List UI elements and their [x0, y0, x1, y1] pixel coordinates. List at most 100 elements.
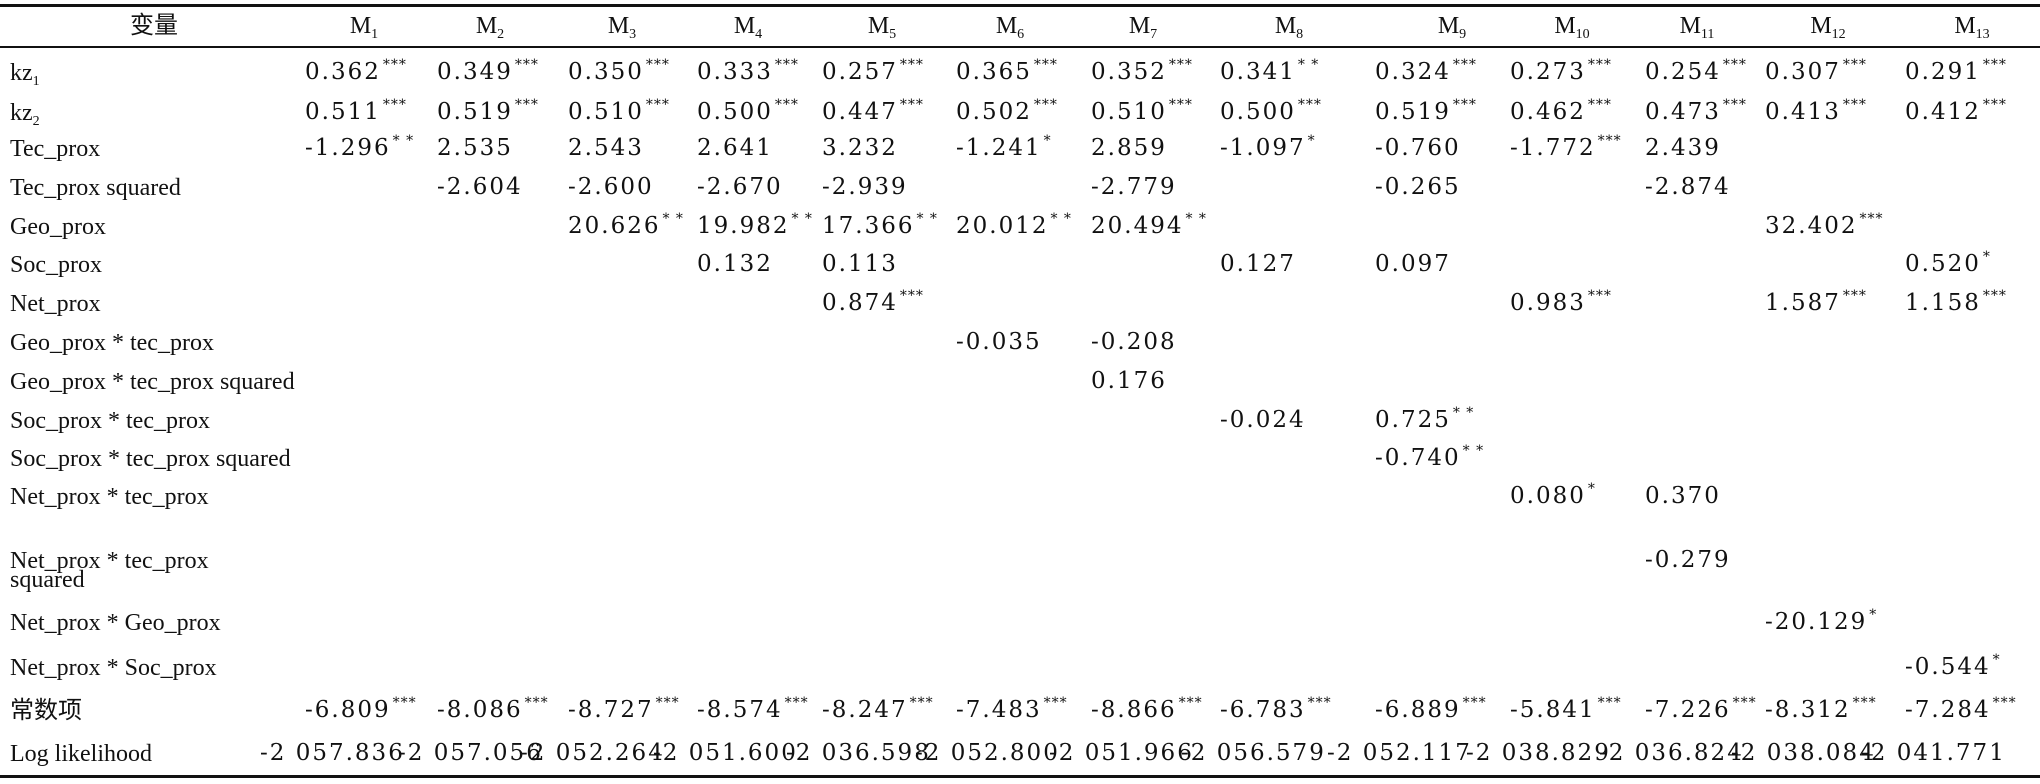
- coef-value: -2.939: [822, 174, 908, 200]
- coef-value: -2 038.829: [1466, 740, 1611, 766]
- significance-stars: ***: [1982, 288, 2007, 304]
- coef-value: -2 057.836: [260, 740, 405, 766]
- coef-value: -8.247: [822, 697, 908, 723]
- significance-stars: * *: [392, 133, 415, 149]
- significance-stars: * *: [916, 211, 938, 227]
- coef-cell: -0.760: [1375, 137, 1461, 160]
- coef-cell: -2.670: [697, 176, 783, 199]
- significance-stars: ***: [1297, 97, 1322, 113]
- model-base: M: [475, 13, 498, 39]
- coef-cell: -0.208: [1091, 331, 1177, 354]
- coef-cell: -8.312 ***: [1765, 696, 1877, 723]
- model-base: M: [1954, 13, 1976, 39]
- significance-stars: ***: [1168, 57, 1193, 73]
- coef-cell: -8.086 ***: [437, 696, 549, 723]
- coef-cell: -8.727 ***: [568, 696, 680, 722]
- model-subscript: 5: [889, 27, 897, 42]
- model-subscript: 6: [1017, 27, 1025, 42]
- model-header: M8: [1275, 14, 1303, 42]
- significance-stars: ***: [382, 57, 407, 73]
- model-subscript: 10: [1575, 27, 1590, 42]
- model-header: M5: [868, 14, 896, 42]
- coef-cell: -6.889 ***: [1375, 696, 1487, 722]
- row-label: Net_prox * Geo_prox: [10, 611, 221, 635]
- coef-value: -8.312: [1765, 697, 1851, 723]
- row-label: Net_prox * Soc_prox: [10, 656, 217, 680]
- significance-stars: ***: [1852, 695, 1877, 711]
- coef-value: -2 057.056: [398, 740, 543, 766]
- row-label: Log likelihood: [10, 742, 152, 766]
- model-subscript: 2: [497, 27, 505, 42]
- bottom-rule: [0, 775, 2040, 778]
- model-subscript: 12: [1831, 27, 1846, 42]
- coef-value: 0.273: [1510, 59, 1586, 85]
- row-label: Net_prox: [10, 292, 101, 316]
- coef-value: -2 051.600: [653, 740, 798, 766]
- row-label-text: Tec_prox: [10, 136, 101, 162]
- coef-cell: 20.626 * *: [568, 212, 684, 238]
- coef-cell: -8.247 ***: [822, 696, 934, 723]
- significance-stars: ***: [1982, 57, 2007, 73]
- coef-value: 0.983: [1510, 290, 1586, 316]
- coef-value: -2.604: [437, 174, 523, 200]
- coef-cell: -2 056.579: [1181, 742, 1326, 765]
- coef-cell: 0.132: [697, 253, 773, 276]
- coef-cell: -0.544 *: [1905, 653, 2001, 680]
- coef-cell: -2 036.824: [1599, 742, 1744, 765]
- coef-cell: 0.370: [1645, 485, 1721, 508]
- coef-cell: -2 051.966: [1049, 742, 1194, 765]
- row-label-text: Net_prox * Soc_prox: [10, 655, 217, 681]
- coef-value: -8.086: [437, 697, 523, 723]
- coef-value: 1.587: [1765, 290, 1841, 316]
- coef-value: -0.760: [1375, 135, 1461, 161]
- significance-stars: ***: [1452, 57, 1477, 73]
- coef-cell: 0.500 ***: [1220, 98, 1322, 125]
- coef-value: 0.500: [1220, 99, 1296, 125]
- coef-cell: 0.324 ***: [1375, 58, 1477, 84]
- coef-cell: 0.362 ***: [305, 58, 407, 84]
- coef-value: 0.447: [822, 99, 898, 125]
- coef-cell: 0.511 ***: [305, 98, 407, 124]
- coef-cell: -2 051.600: [653, 742, 798, 765]
- coef-cell: -5.841 ***: [1510, 696, 1622, 722]
- coef-value: 0.080: [1510, 483, 1586, 509]
- row-label-text: Tec_prox squared: [10, 175, 181, 201]
- coef-cell: 0.473 ***: [1645, 98, 1747, 124]
- coef-cell: -0.740 * *: [1375, 444, 1484, 471]
- coef-cell: 19.982 * *: [697, 212, 813, 238]
- significance-stars: ***: [514, 57, 539, 73]
- coef-cell: 0.502 ***: [956, 98, 1058, 125]
- model-base: M: [1679, 13, 1701, 39]
- coef-value: -6.783: [1220, 697, 1306, 723]
- coef-cell: -2 057.836: [260, 742, 405, 765]
- model-subscript: 1: [371, 27, 379, 42]
- coef-value: 2.543: [568, 135, 644, 161]
- coef-value: 0.352: [1091, 59, 1167, 85]
- coef-cell: 0.874 ***: [822, 289, 924, 315]
- coef-cell: 0.447 ***: [822, 98, 924, 125]
- coef-cell: -2 052.264: [520, 742, 665, 765]
- model-base: M: [607, 13, 630, 39]
- header-rule: [0, 46, 2040, 48]
- model-header: M13: [1954, 13, 1989, 42]
- model-header: M1: [350, 14, 378, 42]
- coef-value: 0.519: [1375, 99, 1451, 125]
- coef-cell: 0.983 ***: [1510, 289, 1612, 316]
- significance-stars: * *: [791, 211, 813, 227]
- significance-stars: ***: [645, 97, 670, 113]
- coef-cell: -2 052.117: [1327, 742, 1472, 765]
- significance-stars: ***: [1859, 211, 1884, 227]
- coef-cell: -2 038.829: [1466, 742, 1611, 765]
- model-base: M: [733, 13, 756, 39]
- coef-cell: -0.279: [1645, 549, 1731, 572]
- coef-value: -0.544: [1905, 654, 1991, 680]
- coef-value: 0.502: [956, 99, 1032, 125]
- significance-stars: ***: [655, 695, 680, 711]
- significance-stars: ***: [1732, 695, 1757, 711]
- coef-cell: 3.232: [822, 137, 898, 160]
- row-label: 常数项: [10, 699, 82, 723]
- model-header: M9: [1438, 14, 1466, 42]
- significance-stars: ***: [1033, 57, 1058, 73]
- coef-value: -0.740: [1375, 445, 1461, 471]
